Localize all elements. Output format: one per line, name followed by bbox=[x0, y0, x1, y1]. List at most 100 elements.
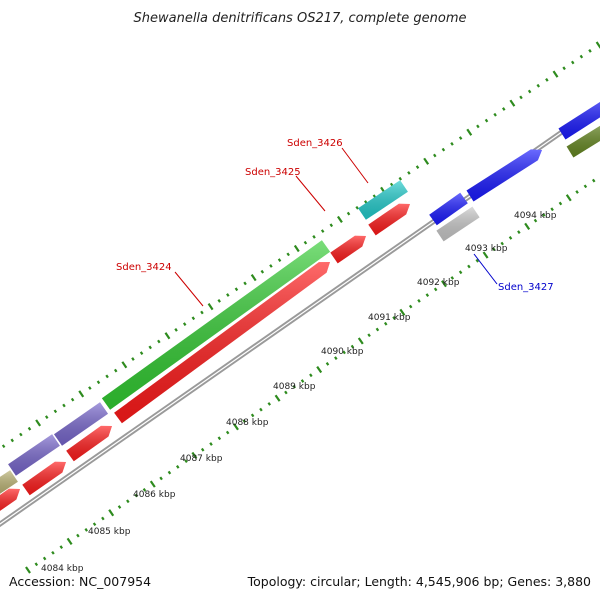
inner-tick bbox=[119, 506, 121, 508]
inner-tick bbox=[35, 563, 37, 565]
leader-sden-3426 bbox=[342, 148, 368, 183]
outer-tick bbox=[408, 172, 410, 174]
outer-tick bbox=[184, 323, 186, 325]
inner-tick bbox=[377, 328, 379, 330]
inner-tick bbox=[476, 260, 478, 262]
outer-tick bbox=[589, 50, 591, 52]
outer-tick bbox=[537, 84, 539, 86]
outer-tick bbox=[443, 148, 445, 150]
inner-tick bbox=[26, 567, 30, 573]
inner-tick bbox=[317, 367, 321, 373]
inner-tick bbox=[94, 523, 96, 525]
accession-text: Accession: NC_007954 bbox=[9, 574, 151, 589]
outer-tick bbox=[11, 439, 13, 441]
outer-tick bbox=[98, 381, 100, 383]
outer-tick bbox=[244, 282, 246, 284]
outer-tick bbox=[338, 216, 342, 222]
inner-tick bbox=[426, 294, 428, 296]
inner-tick bbox=[518, 231, 520, 233]
kbp-label-4087: 4087 kbp bbox=[180, 454, 223, 464]
inner-tick bbox=[127, 500, 129, 502]
outer-tick bbox=[597, 42, 600, 48]
inner-tick bbox=[210, 443, 212, 445]
outer-tick bbox=[46, 416, 48, 418]
outer-tick bbox=[261, 271, 263, 273]
outer-tick bbox=[175, 329, 177, 331]
inner-tick bbox=[52, 552, 54, 554]
gene-blue-2-shade bbox=[467, 149, 543, 201]
outer-tick bbox=[322, 230, 324, 232]
outer-tick bbox=[149, 346, 151, 348]
gene-label-sden-3427[interactable]: Sden_3427 bbox=[498, 282, 554, 293]
inner-tick bbox=[567, 195, 571, 201]
kbp-label-4094: 4094 kbp bbox=[514, 211, 557, 221]
inner-tick bbox=[335, 357, 337, 359]
inner-tick bbox=[368, 334, 370, 336]
inner-tick bbox=[44, 557, 46, 559]
inner-tick bbox=[218, 437, 220, 439]
gene-features bbox=[0, 97, 600, 516]
genome-backbone bbox=[0, 97, 600, 531]
inner-tick bbox=[310, 374, 312, 376]
outer-tick bbox=[546, 79, 548, 81]
kbp-label-4090: 4090 kbp bbox=[321, 347, 364, 357]
outer-tick bbox=[106, 375, 108, 377]
outer-tick bbox=[29, 428, 31, 430]
gene-label-sden-3425[interactable]: Sden_3425 bbox=[245, 167, 301, 178]
outer-tick bbox=[36, 420, 40, 426]
outer-tick bbox=[305, 241, 307, 243]
map-title: Shewanella denitrificans OS217, complete… bbox=[134, 11, 467, 26]
outer-tick bbox=[192, 317, 194, 319]
kbp-label-4086: 4086 kbp bbox=[133, 490, 176, 500]
inner-tick bbox=[435, 288, 437, 290]
outer-tick bbox=[563, 67, 565, 69]
kbp-label-4092: 4092 kbp bbox=[417, 278, 460, 288]
inner-tick bbox=[510, 237, 512, 239]
outer-tick bbox=[218, 300, 220, 302]
outer-tick bbox=[89, 387, 91, 389]
outer-tick bbox=[486, 119, 488, 121]
outer-tick bbox=[529, 90, 531, 92]
outer-tick bbox=[252, 275, 256, 281]
inner-tick bbox=[102, 517, 104, 519]
outer-tick bbox=[572, 61, 574, 63]
outer-tick bbox=[477, 125, 479, 127]
outer-tick bbox=[141, 352, 143, 354]
inner-tick bbox=[418, 300, 420, 302]
inner-tick bbox=[77, 534, 79, 536]
outer-tick bbox=[209, 304, 213, 310]
outer-tick bbox=[424, 158, 428, 164]
outer-scale-ticks bbox=[0, 38, 600, 455]
inner-tick bbox=[260, 408, 262, 410]
inner-tick bbox=[560, 202, 562, 204]
outer-tick bbox=[132, 358, 134, 360]
outer-tick bbox=[581, 55, 583, 57]
gene-label-sden-3426[interactable]: Sden_3426 bbox=[287, 138, 343, 149]
outer-tick bbox=[79, 391, 83, 397]
inner-tick bbox=[410, 305, 412, 307]
leader-sden-3424 bbox=[175, 272, 203, 306]
outer-tick bbox=[270, 265, 272, 267]
kbp-label-4088: 4088 kbp bbox=[226, 418, 269, 428]
outer-tick bbox=[467, 129, 471, 135]
inner-tick bbox=[327, 363, 329, 365]
inner-tick bbox=[525, 223, 529, 229]
outer-tick bbox=[356, 207, 358, 209]
outer-tick bbox=[201, 311, 203, 313]
outer-tick bbox=[520, 96, 522, 98]
outer-tick bbox=[20, 433, 22, 435]
inner-tick bbox=[177, 466, 179, 468]
inner-tick bbox=[169, 471, 171, 473]
inner-tick bbox=[468, 265, 470, 267]
inner-scale-ticks bbox=[26, 166, 600, 573]
inner-tick bbox=[160, 477, 162, 479]
inner-tick bbox=[593, 179, 595, 181]
outer-tick bbox=[503, 108, 505, 110]
outer-tick bbox=[72, 398, 74, 400]
gene-label-sden-3424[interactable]: Sden_3424 bbox=[116, 262, 172, 273]
outer-tick bbox=[55, 410, 57, 412]
inner-tick bbox=[585, 185, 587, 187]
outer-tick bbox=[158, 340, 160, 342]
gene-red-sden-3424-shade bbox=[114, 262, 330, 423]
